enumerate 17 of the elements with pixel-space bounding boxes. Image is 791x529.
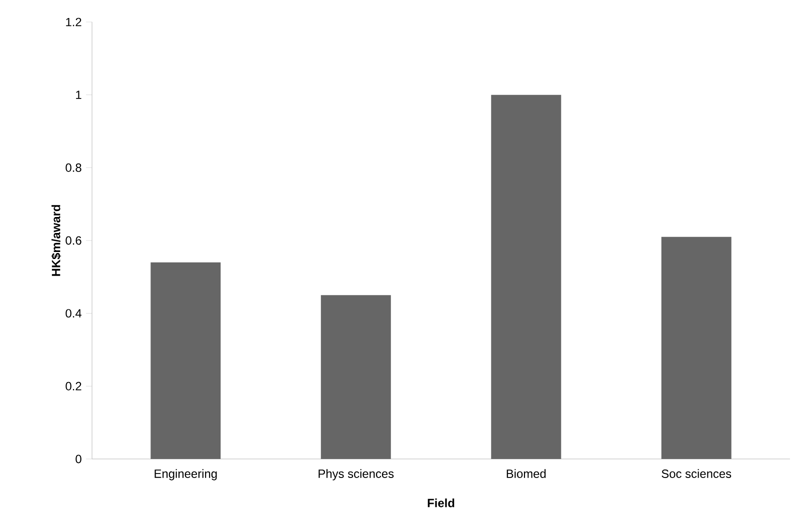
y-axis-title: HK$m/award	[51, 205, 62, 276]
y-tick-label: 0	[76, 454, 82, 464]
x-tick-label: Biomed	[506, 469, 546, 478]
bar	[661, 236, 732, 459]
y-tick-label: 0.6	[66, 236, 82, 245]
x-tick-label: Soc sciences	[662, 469, 732, 478]
y-tick-label: 0.8	[66, 163, 82, 172]
y-tick-label: 0.2	[66, 382, 82, 390]
bar	[320, 295, 391, 459]
y-tick-label: 1.2	[66, 18, 82, 26]
y-tick-label: 1	[76, 90, 82, 99]
bar	[491, 94, 562, 459]
x-tick-label: Phys sciences	[318, 469, 394, 480]
y-tick-label: 0.4	[66, 309, 82, 318]
x-axis-title: Field	[428, 498, 454, 508]
x-tick-label: Engineering	[154, 469, 217, 480]
bar	[150, 262, 221, 459]
